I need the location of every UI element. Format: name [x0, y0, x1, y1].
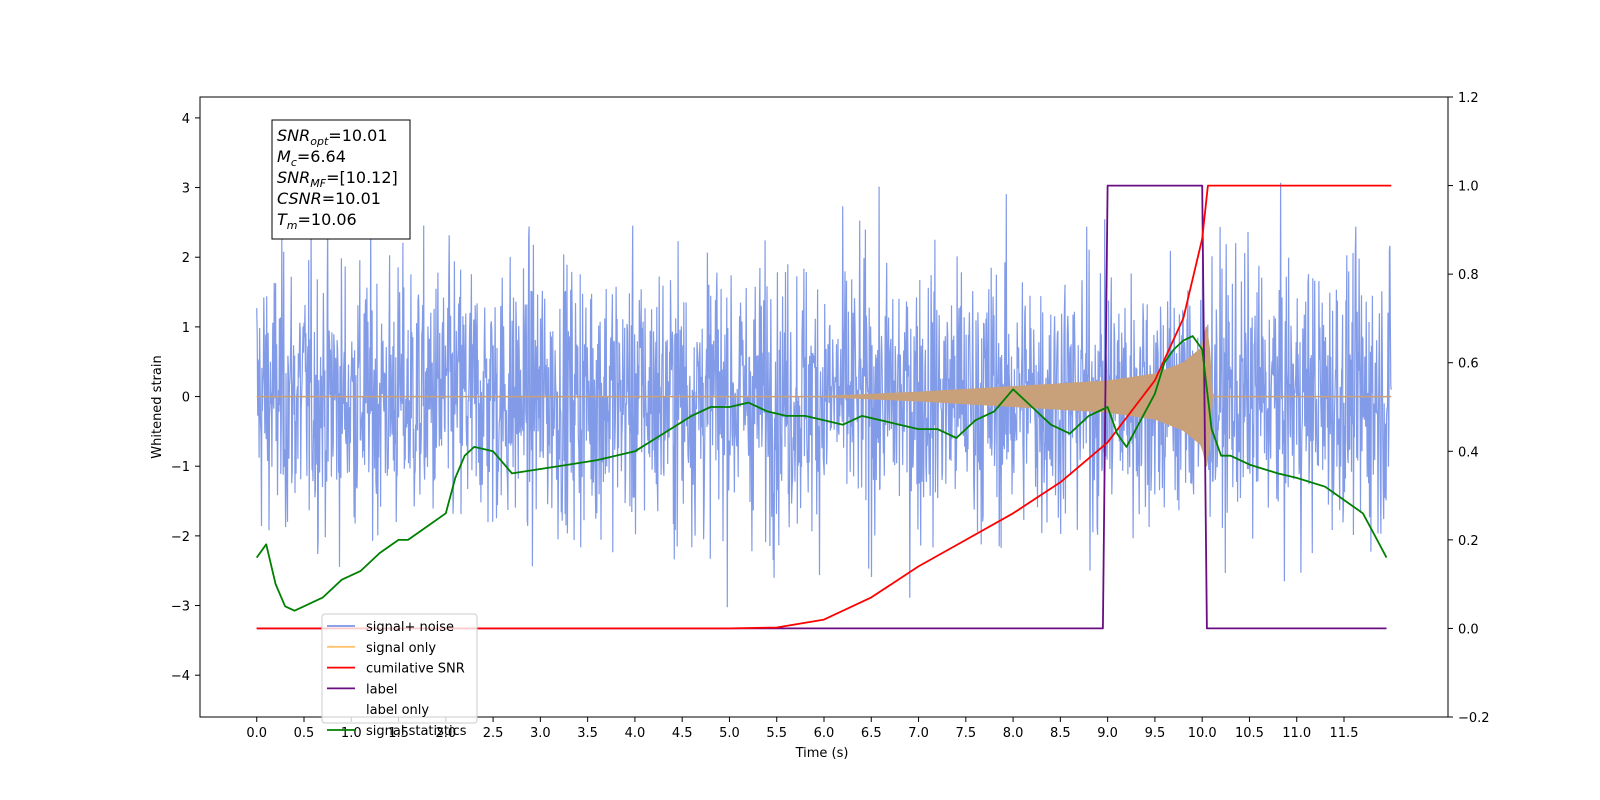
legend-label: signal+ noise	[366, 620, 454, 635]
y2-tick-label: 0.4	[1458, 445, 1479, 460]
signal-only-series	[256, 326, 1392, 467]
legend-frame	[321, 613, 478, 724]
info-box-line: Tm=10.06	[277, 210, 357, 232]
x-tick-label: 7.0	[908, 726, 929, 741]
x-tick-label: 7.5	[955, 726, 976, 741]
series-lines	[255, 184, 1392, 630]
x-tick-label: 6.5	[861, 726, 882, 741]
legend-label: signal only	[366, 641, 436, 656]
x-tick-label: 8.0	[1003, 726, 1024, 741]
info-box-line: SNRMF=[10.12]	[277, 168, 398, 190]
info-box-line: SNRopt=10.01	[277, 126, 388, 148]
x-tick-label: 3.5	[577, 726, 598, 741]
signal-statistics-line	[255, 335, 1388, 612]
y-tick-label: −4	[171, 669, 190, 684]
y-axis-label: Whitened strain	[150, 355, 165, 458]
x-tick-label: 10.5	[1235, 726, 1264, 741]
x-tick-label: 4.0	[625, 726, 646, 741]
x-tick-label: 5.0	[719, 726, 740, 741]
legend-label: signal statistics	[366, 724, 467, 739]
y2-tick-label: 1.2	[1458, 91, 1479, 106]
y2-tick-label: 0.6	[1458, 357, 1479, 372]
x-axis-ticks: 0.0 0.5 1.0 1.5 2.0 2.5 3.0 3.5 4.0 4.5 5.0 5.5 6.0 6…	[246, 717, 1358, 741]
y-tick-label: 4	[182, 112, 190, 127]
y2-tick-label: 1.0	[1458, 180, 1479, 195]
x-tick-label: 1.0	[341, 726, 362, 741]
legend-label: label	[366, 682, 397, 697]
x-tick-label: 0.0	[246, 726, 267, 741]
y2-tick-label: 0.8	[1458, 268, 1479, 283]
legend: signal+ noise signal only cumilative SNR la…	[321, 613, 478, 739]
y-tick-label: 2	[182, 251, 190, 266]
y-axis-ticks: 4 3 2 1 0 −1 −2 −3 −4	[171, 112, 200, 684]
x-tick-label: 0.5	[294, 726, 315, 741]
y2-tick-label: −0.2	[1458, 711, 1490, 726]
x-tick-label: 1.5	[388, 726, 409, 741]
x-tick-label: 3.0	[530, 726, 551, 741]
x-tick-label: 9.0	[1097, 726, 1118, 741]
info-box-frame	[271, 119, 411, 240]
y-tick-label: 0	[182, 391, 190, 406]
x-tick-label: 5.5	[766, 726, 787, 741]
y2-tick-label: 0.0	[1458, 622, 1479, 637]
x-tick-label: 9.5	[1145, 726, 1166, 741]
x-tick-label: 8.5	[1050, 726, 1071, 741]
legend-label: label only	[366, 703, 429, 718]
y-tick-label: 3	[182, 182, 190, 197]
x-tick-label: 2.0	[435, 726, 456, 741]
y-tick-label: −3	[171, 600, 190, 615]
legend-label: cumilative SNR	[366, 662, 465, 677]
cumilative-snr-line	[256, 184, 1392, 630]
x-tick-label: 6.0	[814, 726, 835, 741]
label-line	[256, 184, 1387, 630]
x-axis-label: Time (s)	[795, 746, 849, 761]
y-tick-label: −2	[171, 530, 190, 545]
signal-only-band	[256, 326, 1392, 467]
info-box-line: CSNR=10.01	[277, 189, 381, 208]
y-tick-label: 1	[182, 321, 190, 336]
y2-axis-ticks: 1.2 1.0 0.8 0.6 0.4 0.2 0.0 −0.2	[1448, 91, 1490, 726]
info-box-line: Mc=6.64	[277, 147, 346, 169]
x-tick-label: 4.5	[672, 726, 693, 741]
x-tick-label: 11.5	[1330, 726, 1359, 741]
x-tick-label: 10.0	[1188, 726, 1217, 741]
x-tick-label: 2.5	[483, 726, 504, 741]
info-box: SNRopt=10.01Mc=6.64SNRMF=[10.12]CSNR=10.…	[271, 119, 411, 240]
y-tick-label: −1	[171, 460, 190, 475]
y2-tick-label: 0.2	[1458, 534, 1479, 549]
x-tick-label: 11.0	[1282, 726, 1311, 741]
